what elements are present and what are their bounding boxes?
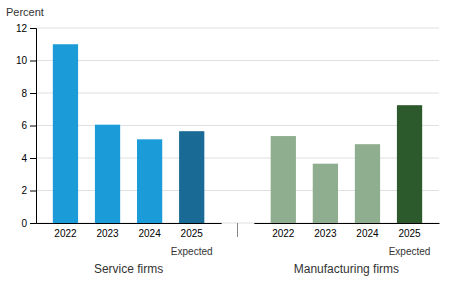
x-tick-label: 2023 — [314, 228, 337, 239]
group-label: Manufacturing firms — [294, 262, 399, 276]
y-axis-line — [30, 29, 37, 224]
y-tick-label: 4 — [21, 153, 27, 164]
y-tick: 0 — [21, 218, 36, 229]
y-tick-label: 2 — [21, 185, 27, 196]
grid-line — [36, 60, 439, 61]
x-tick: 2023 — [314, 223, 337, 239]
y-tick-mark — [30, 126, 36, 127]
x-tick-label: 2022 — [54, 228, 77, 239]
x-tick: 2025 — [398, 223, 421, 239]
y-tick-mark — [30, 61, 36, 62]
y-tick: 8 — [21, 88, 36, 99]
x-tick: 2024 — [138, 223, 161, 239]
bar — [95, 125, 120, 223]
y-tick: 6 — [21, 120, 36, 131]
y-tick-label: 10 — [16, 55, 28, 66]
grid-line — [36, 28, 439, 29]
x-tick-label: 2025 — [181, 228, 204, 239]
bars — [53, 44, 422, 223]
bar — [397, 105, 422, 223]
x-tick: 2022 — [54, 223, 77, 239]
bar — [137, 139, 162, 223]
y-tick-mark — [30, 223, 36, 224]
chart-container: 0 2 4 6 8 10 12 2022 2023 2024 2025 Service firms 20… — [0, 0, 451, 287]
grid — [36, 28, 439, 223]
x-axis: 2022 2023 2024 2025 — [37, 223, 222, 239]
y-tick-mark — [30, 28, 36, 29]
y-tick: 10 — [16, 55, 36, 66]
x-tick-label: 2025 — [398, 228, 421, 239]
y-tick-mark — [30, 93, 36, 94]
y-tick-label: 0 — [21, 218, 27, 229]
bar — [179, 131, 204, 223]
x-tick-label: 2022 — [272, 228, 295, 239]
y-tick: 2 — [21, 185, 36, 196]
bar — [313, 164, 338, 223]
x-axis-line — [254, 223, 439, 224]
x-tick: 2023 — [96, 223, 119, 239]
x-axis-line — [37, 223, 222, 224]
y-label: Percent — [6, 6, 44, 18]
bar — [53, 44, 78, 223]
y-tick-mark — [30, 191, 36, 192]
x-tick-label: 2023 — [96, 228, 119, 239]
y-tick: 12 — [16, 23, 36, 34]
y-tick-label: 6 — [21, 120, 27, 131]
x-tick: 2022 — [272, 223, 295, 239]
y-tick-mark — [30, 158, 36, 159]
bar — [355, 144, 380, 223]
group-divider — [237, 223, 238, 237]
annotation: Expected — [171, 246, 213, 257]
chart: 0 2 4 6 8 10 12 2022 2023 2024 2025 Service firms 20… — [0, 0, 451, 287]
y-tick: 4 — [21, 153, 36, 164]
y-tick-label: 8 — [21, 88, 27, 99]
group-label: Service firms — [94, 262, 163, 276]
bar — [271, 136, 296, 223]
x-tick: 2024 — [356, 223, 379, 239]
x-tick: 2025 — [181, 223, 204, 239]
x-tick-label: 2024 — [356, 228, 379, 239]
grid-line — [36, 93, 439, 94]
y-tick-label: 12 — [16, 23, 28, 34]
x-axis: 2022 2023 2024 2025 — [254, 223, 439, 239]
y-axis: 0 2 4 6 8 10 12 — [16, 23, 37, 229]
x-tick-label: 2024 — [138, 228, 161, 239]
annotation: Expected — [389, 246, 431, 257]
